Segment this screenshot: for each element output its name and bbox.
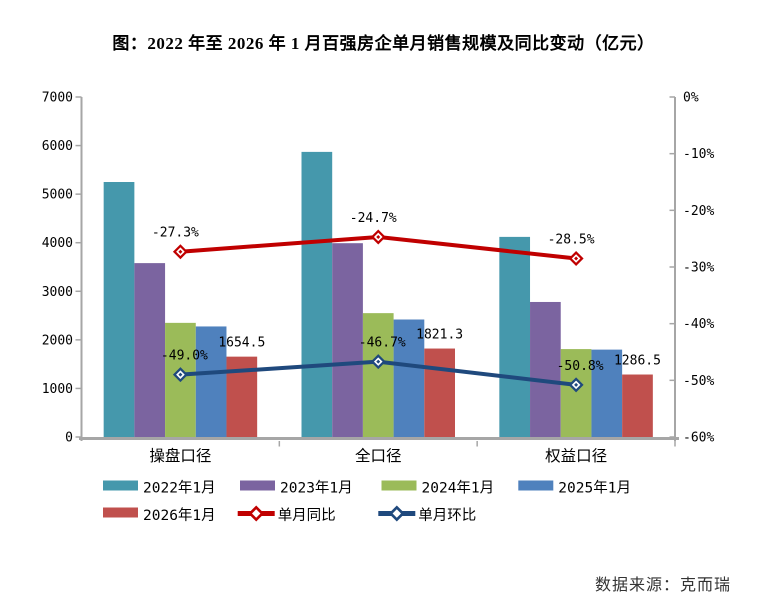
category-label: 操盘口径 [149, 446, 211, 465]
right-axis-tick-label: -60% [683, 431, 714, 446]
legend-label: 单月同比 [278, 507, 336, 524]
line-data-label: -24.7% [350, 211, 397, 226]
bar-2024年1月 [362, 313, 394, 437]
bar-data-label: 1821.3 [416, 328, 463, 343]
left-axis-tick-label: 6000 [42, 139, 73, 154]
left-axis-tick-label: 5000 [42, 188, 73, 203]
right-axis-tick-label: -40% [683, 317, 714, 332]
marker-单月同比-dot [376, 234, 381, 239]
line-data-label: -28.5% [548, 233, 595, 248]
bar-2025年1月 [195, 326, 227, 437]
bar-2022年1月 [301, 151, 333, 437]
left-axis-tick-label: 1000 [42, 382, 73, 397]
legend-label: 2025年1月 [558, 480, 631, 497]
bar-2024年1月 [560, 349, 592, 437]
legend-swatch [103, 507, 138, 518]
legend-swatch [103, 480, 138, 491]
marker-单月同比-dot [574, 256, 579, 261]
category-label: 全口径 [355, 447, 402, 465]
left-axis-tick-label: 4000 [42, 236, 73, 251]
bar-2022年1月 [103, 182, 135, 437]
marker-单月环比-dot [574, 382, 579, 387]
right-axis-tick-label: -50% [683, 374, 714, 389]
legend-label: 2022年1月 [143, 480, 216, 497]
legend-label: 2024年1月 [422, 480, 495, 497]
legend-label: 单月环比 [418, 507, 476, 524]
left-axis-tick-label: 2000 [42, 333, 73, 348]
marker-单月环比-dot [178, 372, 183, 377]
bar-data-label: 1286.5 [614, 354, 661, 369]
bar-2026年1月 [424, 348, 455, 437]
bar-2026年1月 [622, 374, 653, 437]
bar-2025年1月 [393, 319, 425, 437]
legend-label: 2026年1月 [143, 507, 216, 524]
legend-label: 2023年1月 [280, 480, 353, 497]
marker-单月同比-dot [178, 249, 183, 254]
right-axis-tick-label: -10% [683, 147, 714, 162]
legend-swatch [518, 480, 554, 491]
chart-title: 图：2022 年至 2026 年 1 月百强房企单月销售规模及同比变动（亿元） [112, 34, 655, 53]
chart-svg: 0 1000 2000 3000 4000 5000 6000 7000 0% -10% -20% -… [42, 91, 715, 525]
line-data-label: -46.7% [359, 336, 406, 351]
right-axis-tick-label: -20% [683, 204, 714, 219]
legend-marker-inner [392, 509, 401, 518]
right-axis-tick-label: 0% [683, 91, 699, 106]
bar-2023年1月 [134, 263, 166, 437]
line-data-label: -27.3% [152, 226, 199, 241]
line-data-label: -49.0% [161, 349, 208, 364]
marker-单月环比-dot [376, 359, 381, 364]
bar-2025年1月 [591, 349, 623, 437]
bar-2022年1月 [499, 236, 531, 437]
left-axis-tick-label: 0 [65, 431, 73, 446]
bar-2023年1月 [530, 301, 561, 437]
legend-swatch [240, 480, 275, 491]
legend-marker-inner [252, 509, 261, 518]
left-axis-tick-label: 3000 [42, 285, 73, 300]
line-data-label: -50.8% [557, 359, 604, 374]
bar-2023年1月 [332, 243, 363, 437]
legend-swatch [381, 480, 417, 491]
bar-data-label: 1654.5 [218, 336, 265, 351]
right-axis-tick-label: -30% [683, 261, 714, 276]
source-note: 数据来源：克而瑞 [594, 577, 731, 594]
category-label: 权益口径 [545, 447, 607, 465]
left-axis-tick-label: 7000 [42, 91, 73, 106]
